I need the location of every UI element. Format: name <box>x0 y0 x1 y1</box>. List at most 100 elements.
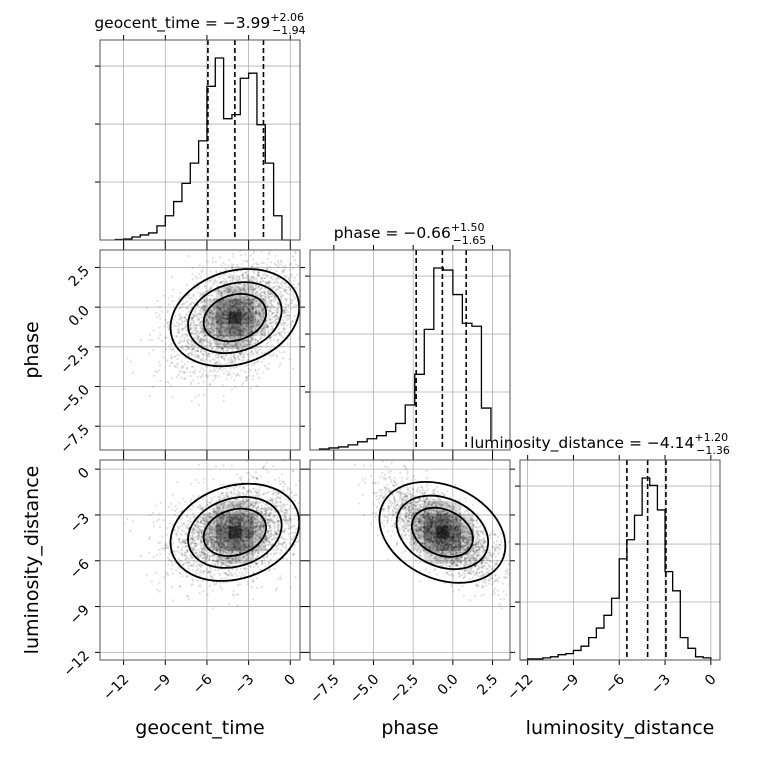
sample-point-1-0-969 <box>179 316 182 319</box>
sample-point-1-0-2065 <box>182 346 185 349</box>
sample-point-1-0-1757 <box>227 346 230 349</box>
sample-point-1-0-2344 <box>269 354 272 358</box>
sample-point-1-0-3031 <box>206 338 209 341</box>
sample-point-1-0-211 <box>201 340 205 343</box>
sample-point-1-0-1270 <box>242 344 245 348</box>
sample-point-1-0-2774 <box>250 368 253 372</box>
sample-point-1-0-1177 <box>189 327 192 330</box>
hist-bar-luminosity-distance-15 <box>635 515 643 660</box>
sample-point-1-0-2259 <box>176 321 179 324</box>
sample-point-1-0-476 <box>266 294 269 297</box>
sample-point-2-0-1046 <box>279 578 282 581</box>
sample-point-1-0-691 <box>184 345 187 348</box>
sample-point-1-0-2950 <box>229 273 232 276</box>
sample-point-1-0-1875 <box>265 326 269 329</box>
sample-point-1-0-759 <box>216 320 219 323</box>
sample-point-1-0-1067 <box>220 347 224 350</box>
sample-point-1-0-1827 <box>216 346 219 349</box>
sample-point-1-0-366 <box>291 320 294 323</box>
sample-point-1-0-3189 <box>192 333 196 336</box>
sample-point-1-0-494 <box>243 295 247 298</box>
sample-point-1-0-732 <box>222 313 225 317</box>
sample-point-1-0-2898 <box>262 272 266 275</box>
sample-point-1-0-226 <box>280 334 283 337</box>
sample-point-1-0-443 <box>239 307 242 310</box>
sample-point-1-0-2453 <box>223 280 226 283</box>
sample-point-1-0-400 <box>223 345 227 348</box>
sample-point-1-0-255 <box>145 306 149 309</box>
sample-point-1-0-1094 <box>221 347 224 350</box>
sample-point-1-0-628 <box>222 334 225 337</box>
sample-point-1-0-1586 <box>226 313 229 316</box>
sample-point-1-0-192 <box>237 336 240 339</box>
sample-point-1-0-2208 <box>243 317 246 320</box>
sample-point-1-0-182 <box>224 314 227 317</box>
sample-point-1-0-1263 <box>239 288 243 292</box>
sample-point-2-0-515 <box>158 512 161 516</box>
sample-point-1-0-1977 <box>290 307 293 311</box>
sample-point-1-0-323 <box>233 344 237 347</box>
sample-point-1-0-906 <box>254 317 257 320</box>
sample-point-1-0-1029 <box>229 355 232 359</box>
sample-point-1-0-3007 <box>268 309 271 312</box>
panel-1-1 <box>305 245 511 455</box>
sample-point-1-0-1561 <box>218 303 221 306</box>
sample-point-1-0-2176 <box>246 296 249 299</box>
sample-point-1-0-1639 <box>273 319 276 322</box>
sample-point-2-0-1423 <box>202 498 205 501</box>
sample-point-1-0-159 <box>226 316 229 319</box>
sample-point-1-0-832 <box>215 306 218 309</box>
sample-point-1-0-1547 <box>219 333 222 337</box>
sample-point-1-0-896 <box>216 360 219 364</box>
sample-point-1-0-539 <box>236 326 239 330</box>
hist-bar-phase-4 <box>358 442 368 450</box>
sample-point-1-0-2180 <box>263 274 267 277</box>
sample-point-1-0-538 <box>195 335 199 338</box>
sample-point-1-0-936 <box>220 337 223 341</box>
sample-point-2-0-1174 <box>279 551 282 555</box>
sample-point-1-0-3099 <box>291 255 295 259</box>
sample-point-1-0-849 <box>233 338 236 341</box>
sample-point-1-0-1149 <box>227 373 230 376</box>
sample-point-1-0-351 <box>200 329 203 332</box>
sample-point-1-0-1613 <box>251 265 254 268</box>
sample-point-1-0-2806 <box>189 381 193 384</box>
sample-point-1-0-32 <box>194 329 197 332</box>
sample-point-1-0-989 <box>257 305 260 308</box>
sample-point-1-0-2334 <box>170 356 173 360</box>
sample-point-1-0-934 <box>193 327 196 330</box>
sample-point-1-0-101 <box>220 330 223 334</box>
sample-point-1-0-1941 <box>246 319 249 322</box>
sample-point-1-0-971 <box>206 313 209 316</box>
sample-point-1-0-844 <box>257 294 260 297</box>
sample-point-1-0-1026 <box>222 303 225 307</box>
sample-point-1-0-389 <box>271 321 274 325</box>
sample-point-1-0-2321 <box>221 299 224 302</box>
sample-point-1-0-2434 <box>219 367 222 370</box>
sample-point-1-0-53 <box>271 287 274 290</box>
sample-point-1-0-2361 <box>282 324 285 327</box>
sample-point-2-0-36 <box>175 550 178 553</box>
sample-point-2-0-715 <box>267 480 270 484</box>
title-phase: phase = −0.66+1.50 −1.65 <box>334 221 487 247</box>
sample-point-1-0-20 <box>267 280 271 284</box>
hist-bar-geocent-time-15 <box>240 78 248 240</box>
sample-point-1-0-375 <box>251 298 254 301</box>
sample-point-2-0-0 <box>319 497 321 499</box>
sample-point-1-0-678 <box>241 307 245 311</box>
sample-point-1-0-1839 <box>262 327 266 330</box>
sample-point-1-0-250 <box>176 353 179 356</box>
sample-point-1-0-1398 <box>236 289 239 292</box>
sample-point-1-0-43 <box>248 331 251 335</box>
sample-point-1-0-1566 <box>241 331 244 334</box>
sample-point-1-0-1278 <box>247 287 250 291</box>
sample-point-1-0-1838 <box>238 250 242 253</box>
sample-point-1-0-276 <box>281 280 284 283</box>
sample-point-1-0-1344 <box>241 285 244 288</box>
sample-point-1-0-2283 <box>246 260 249 263</box>
sample-point-1-0-1436 <box>195 324 199 327</box>
sample-point-1-0-2025 <box>259 317 262 321</box>
sample-point-1-0-868 <box>209 383 212 386</box>
sample-point-1-0-2278 <box>231 291 234 295</box>
sample-point-2-0-1000 <box>304 519 306 521</box>
